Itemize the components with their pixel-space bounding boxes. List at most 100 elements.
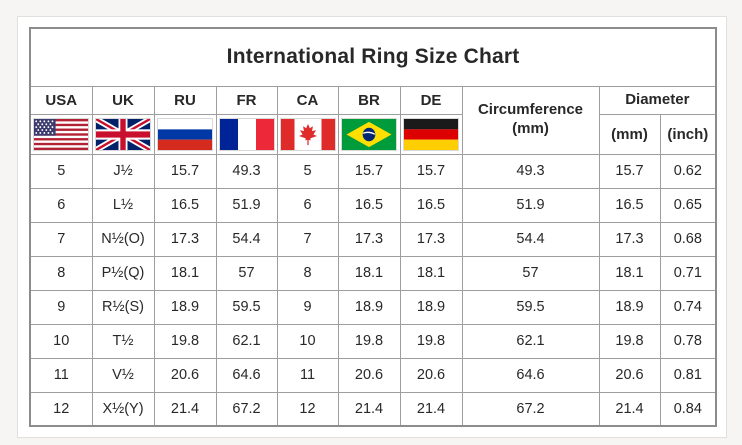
table-cell: 0.84 (659, 391, 717, 427)
column-header-diameter: Diameter (598, 85, 717, 115)
table-cell: 0.71 (659, 255, 717, 291)
table-cell: 17.3 (399, 221, 463, 257)
column-header-circumference: Circumference (mm) (461, 85, 600, 155)
header-row-labels: USA UK RU FR CA BR DE Circumference (mm)… (29, 85, 717, 155)
table-cell: 10 (276, 323, 339, 359)
table-row: 6 L½ 16.5 51.9 6 16.5 16.5 51.9 16.5 0.65 (29, 187, 717, 223)
column-header-usa: USA (29, 85, 93, 115)
table-cell: 18.9 (598, 289, 661, 325)
table-cell: 18.1 (337, 255, 401, 291)
table-row: 11 V½ 20.6 64.6 11 20.6 20.6 64.6 20.6 0.81 (29, 357, 717, 393)
circumference-label: Circumference (477, 101, 584, 119)
table-cell: 12 (29, 391, 93, 427)
table-cell: N½(O) (91, 221, 155, 257)
table-cell: 0.78 (659, 323, 717, 359)
brazil-flag-icon (341, 117, 397, 151)
table-cell: 11 (276, 357, 339, 393)
table-cell: 20.6 (337, 357, 401, 393)
table-cell: 0.81 (659, 357, 717, 393)
table-cell: J½ (91, 153, 155, 189)
column-header-uk: UK (91, 85, 155, 115)
table-cell: 8 (29, 255, 93, 291)
table-cell: 0.65 (659, 187, 717, 223)
table-cell: 17.3 (337, 221, 401, 257)
table-cell: 16.5 (399, 187, 463, 223)
table-cell: 51.9 (215, 187, 278, 223)
table-cell: 57 (215, 255, 278, 291)
table-cell: 18.1 (598, 255, 661, 291)
flag-cell-br (337, 113, 401, 155)
column-header-de: DE (399, 85, 463, 115)
column-header-fr: FR (215, 85, 278, 115)
header-row-flags: (mm) (inch) (29, 113, 717, 155)
table-cell: V½ (91, 357, 155, 393)
table-cell: 10 (29, 323, 93, 359)
ring-size-table: International Ring Size Chart USA UK RU … (29, 27, 718, 427)
circumference-unit: (mm) (512, 120, 549, 137)
table-cell: 17.3 (153, 221, 217, 257)
table-cell: 64.6 (461, 357, 600, 393)
table-cell: 54.4 (215, 221, 278, 257)
flag-cell-ca (276, 113, 339, 155)
table-row: 10 T½ 19.8 62.1 10 19.8 19.8 62.1 19.8 0.78 (29, 323, 717, 359)
table-cell: 19.8 (399, 323, 463, 359)
table-cell: 59.5 (461, 289, 600, 325)
table-cell: 21.4 (153, 391, 217, 427)
table-cell: 62.1 (215, 323, 278, 359)
column-header-diameter-mm: (mm) (598, 113, 661, 155)
table-cell: 64.6 (215, 357, 278, 393)
table-cell: 9 (276, 289, 339, 325)
table-cell: 7 (276, 221, 339, 257)
table-cell: 18.1 (153, 255, 217, 291)
table-cell: 6 (276, 187, 339, 223)
table-cell: L½ (91, 187, 155, 223)
table-cell: 21.4 (399, 391, 463, 427)
table-cell: 5 (29, 153, 93, 189)
table-cell: 15.7 (598, 153, 661, 189)
flag-cell-de (399, 113, 463, 155)
france-flag-icon (218, 117, 275, 151)
table-cell: 20.6 (399, 357, 463, 393)
column-header-diameter-inch: (inch) (659, 113, 717, 155)
table-cell: 12 (276, 391, 339, 427)
table-cell: 49.3 (461, 153, 600, 189)
column-header-ca: CA (276, 85, 339, 115)
table-cell: 18.1 (399, 255, 463, 291)
table-cell: 6 (29, 187, 93, 223)
table-cell: 21.4 (598, 391, 661, 427)
table-cell: 15.7 (399, 153, 463, 189)
table-cell: 67.2 (215, 391, 278, 427)
table-cell: 18.9 (153, 289, 217, 325)
table-cell: 0.68 (659, 221, 717, 257)
flag-cell-fr (215, 113, 278, 155)
table-cell: 54.4 (461, 221, 600, 257)
table-cell: 16.5 (598, 187, 661, 223)
table-cell: 49.3 (215, 153, 278, 189)
table-cell: 8 (276, 255, 339, 291)
column-header-ru: RU (153, 85, 217, 115)
table-row: 5 J½ 15.7 49.3 5 15.7 15.7 49.3 15.7 0.62 (29, 153, 717, 189)
canada-flag-icon (279, 117, 336, 151)
table-cell: 21.4 (337, 391, 401, 427)
germany-flag-icon (403, 117, 459, 151)
table-cell: 20.6 (153, 357, 217, 393)
table-cell: 57 (461, 255, 600, 291)
table-cell: 19.8 (598, 323, 661, 359)
table-cell: 51.9 (461, 187, 600, 223)
table-cell: 11 (29, 357, 93, 393)
table-cell: 18.9 (399, 289, 463, 325)
flag-cell-ru (153, 113, 217, 155)
table-cell: 18.9 (337, 289, 401, 325)
table-cell: 7 (29, 221, 93, 257)
table-cell: 5 (276, 153, 339, 189)
table-cell: P½(Q) (91, 255, 155, 291)
table-cell: 20.6 (598, 357, 661, 393)
uk-flag-icon (95, 117, 151, 151)
table-cell: 9 (29, 289, 93, 325)
table-cell: 16.5 (337, 187, 401, 223)
table-row: 8 P½(Q) 18.1 57 8 18.1 18.1 57 18.1 0.71 (29, 255, 717, 291)
table-cell: R½(S) (91, 289, 155, 325)
table-cell: X½(Y) (91, 391, 155, 427)
usa-flag-icon (33, 117, 90, 151)
table-row: 12 X½(Y) 21.4 67.2 12 21.4 21.4 67.2 21.4 0.84 (29, 391, 717, 427)
